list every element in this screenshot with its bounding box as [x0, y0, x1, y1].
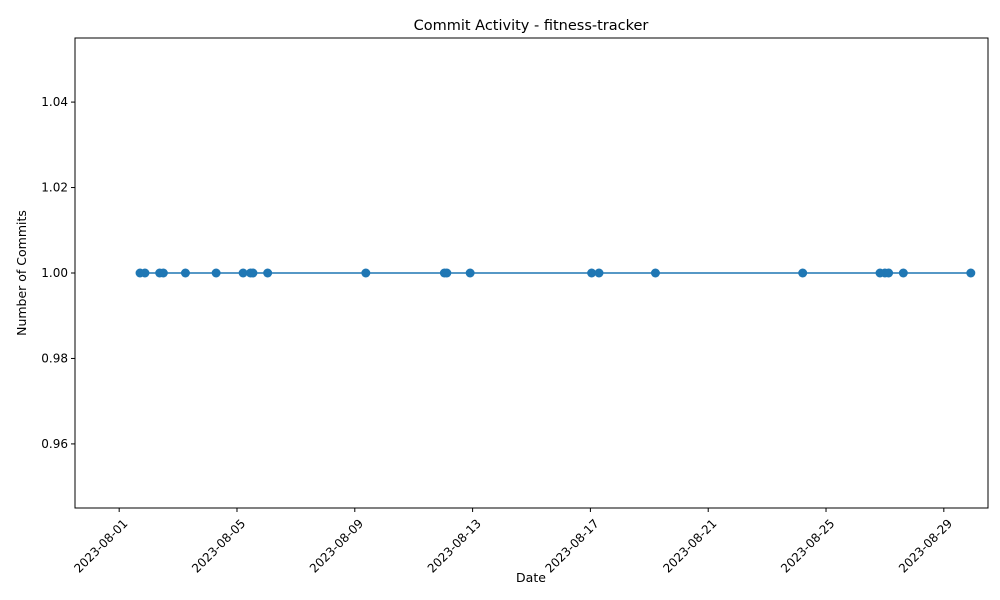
data-point	[140, 268, 150, 278]
y-tick-label: 0.96	[41, 437, 68, 451]
data-point	[898, 268, 908, 278]
data-point	[650, 268, 660, 278]
data-point	[884, 268, 894, 278]
data-point	[180, 268, 190, 278]
data-point	[594, 268, 604, 278]
x-axis-label: Date	[516, 570, 546, 585]
y-tick-label: 1.04	[41, 95, 68, 109]
y-axis-ticks: 0.96 0.98 1.00 1.02 1.04	[41, 95, 75, 451]
data-point	[798, 268, 808, 278]
data-point	[465, 268, 475, 278]
y-tick-label: 0.98	[41, 351, 68, 365]
data-layer	[135, 268, 976, 278]
data-point	[263, 268, 273, 278]
y-axis-label: Number of Commits	[14, 210, 29, 336]
plot-area	[74, 37, 989, 509]
data-point	[442, 268, 452, 278]
y-tick-label: 1.02	[41, 181, 68, 195]
data-point	[238, 268, 248, 278]
data-point	[966, 268, 976, 278]
data-point	[158, 268, 168, 278]
y-tick-label: 1.00	[41, 266, 68, 280]
chart-title: Commit Activity - fitness-tracker	[414, 18, 649, 34]
data-point	[361, 268, 371, 278]
data-point	[248, 268, 258, 278]
data-point	[211, 268, 221, 278]
data-point	[587, 268, 597, 278]
